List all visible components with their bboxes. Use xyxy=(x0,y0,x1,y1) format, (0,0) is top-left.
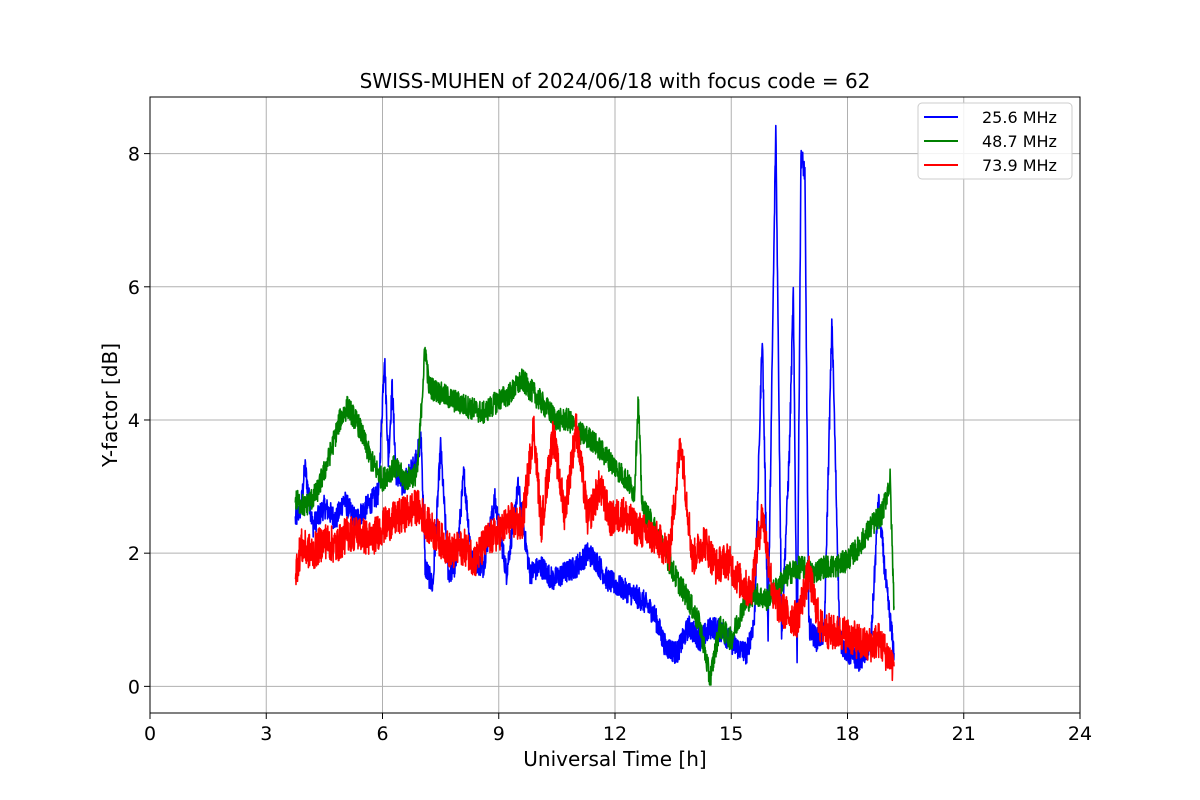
x-tick-label: 6 xyxy=(376,723,388,745)
x-tick-label: 12 xyxy=(603,723,627,745)
y-tick-label: 2 xyxy=(128,543,140,565)
x-tick-label: 24 xyxy=(1068,723,1092,745)
x-tick-label: 21 xyxy=(952,723,976,745)
series-line-2 xyxy=(294,346,895,686)
y-tick-label: 8 xyxy=(128,144,140,166)
x-axis-ticks: 0 3 6 9 12 15 18 21 24 xyxy=(144,713,1092,745)
x-tick-label: 9 xyxy=(493,723,505,745)
legend-label-1: 25.6 MHz xyxy=(982,108,1057,127)
legend-label-3: 73.9 MHz xyxy=(982,156,1057,175)
legend: 25.6 MHz 48.7 MHz 73.9 MHz xyxy=(917,102,1073,180)
series-line-3 xyxy=(294,413,895,682)
series-layer xyxy=(294,124,895,686)
y-axis-ticks: 0 2 4 6 8 xyxy=(128,144,150,698)
y-axis-title: Y-factor [dB] xyxy=(98,343,122,468)
y-tick-label: 6 xyxy=(128,277,140,299)
x-tick-label: 0 xyxy=(144,723,156,745)
x-axis-title: Universal Time [h] xyxy=(523,747,706,771)
legend-label-2: 48.7 MHz xyxy=(982,132,1057,151)
y-tick-label: 4 xyxy=(128,410,140,432)
series-line-1 xyxy=(294,124,895,672)
y-tick-label: 0 xyxy=(128,676,140,698)
x-tick-label: 18 xyxy=(835,723,859,745)
legend-box xyxy=(917,102,1073,180)
x-tick-label: 15 xyxy=(719,723,743,745)
chart-title: SWISS-MUHEN of 2024/06/18 with focus cod… xyxy=(360,69,871,93)
x-tick-label: 3 xyxy=(260,723,272,745)
